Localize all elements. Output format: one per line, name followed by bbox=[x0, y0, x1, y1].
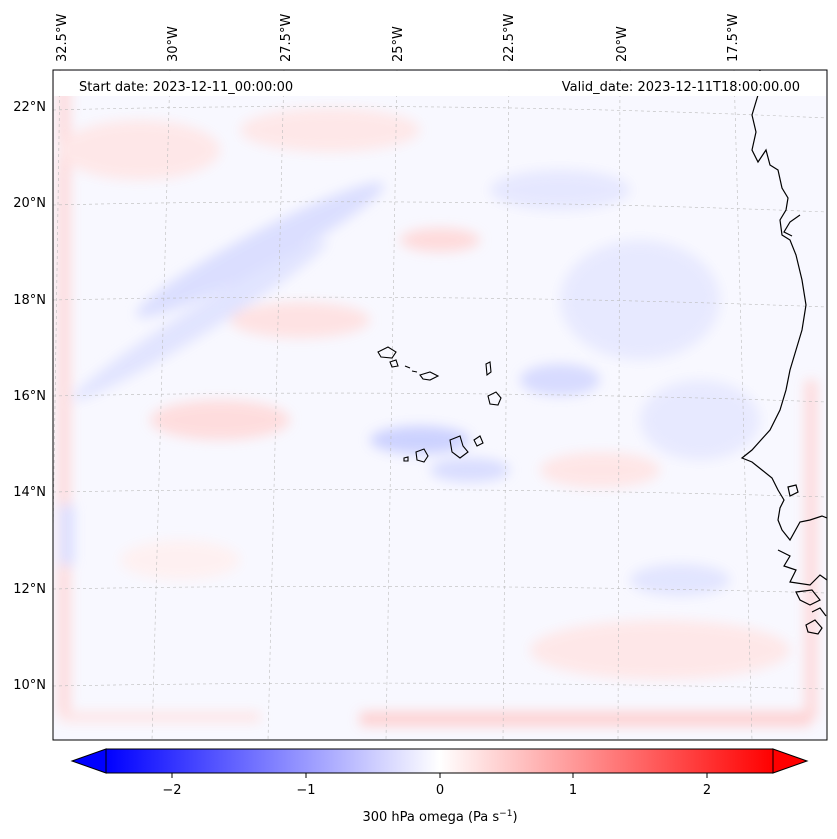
cape-verde-islands bbox=[377, 346, 502, 463]
lon-label: 30°W bbox=[166, 26, 181, 62]
lat-label: 16°N bbox=[13, 389, 46, 404]
colorbar-tick-label: 1 bbox=[569, 783, 577, 798]
colorbar: −2 −1 0 1 2 300 hPa omega (Pa s−1) bbox=[70, 748, 809, 825]
lat-label: 10°N bbox=[13, 678, 46, 693]
colorbar-min-extend bbox=[70, 748, 107, 774]
lon-label: 22.5°W bbox=[502, 14, 517, 62]
colorbar-tick-label: 0 bbox=[436, 783, 444, 798]
graticule bbox=[53, 70, 827, 740]
longitude-labels: 32.5°W 30°W 27.5°W 25°W 22.5°W 20°W 17.5… bbox=[55, 14, 741, 62]
colorbar-max-extend bbox=[772, 748, 809, 774]
lon-label: 32.5°W bbox=[55, 14, 70, 62]
lon-label: 17.5°W bbox=[726, 14, 741, 62]
lat-label: 14°N bbox=[13, 485, 46, 500]
map-frame bbox=[52, 69, 828, 741]
lon-label: 20°W bbox=[615, 26, 630, 62]
africa-coastline bbox=[740, 70, 827, 542]
colorbar-title: 300 hPa omega (Pa s−1) bbox=[362, 809, 517, 825]
lat-label: 20°N bbox=[13, 196, 46, 211]
start-date-label: Start date: 2023-12-11_00:00:00 bbox=[79, 80, 293, 95]
lat-label: 22°N bbox=[13, 100, 46, 115]
coastlines bbox=[740, 70, 827, 635]
colorbar-tick-label: −2 bbox=[162, 783, 181, 798]
lon-label: 25°W bbox=[391, 26, 406, 62]
omega-field bbox=[53, 70, 827, 740]
valid-date-label: Valid_date: 2023-12-11T18:00:00.00 bbox=[562, 80, 800, 95]
latitude-labels: 22°N 20°N 18°N 16°N 14°N 12°N 10°N bbox=[13, 100, 46, 693]
lat-label: 18°N bbox=[13, 293, 46, 308]
colorbar-gradient bbox=[105, 748, 774, 774]
colorbar-tick-label: −1 bbox=[296, 783, 315, 798]
lon-label: 27.5°W bbox=[279, 14, 294, 62]
colorbar-tick-label: 2 bbox=[703, 783, 711, 798]
lat-label: 12°N bbox=[13, 582, 46, 597]
header-strip bbox=[54, 71, 826, 96]
